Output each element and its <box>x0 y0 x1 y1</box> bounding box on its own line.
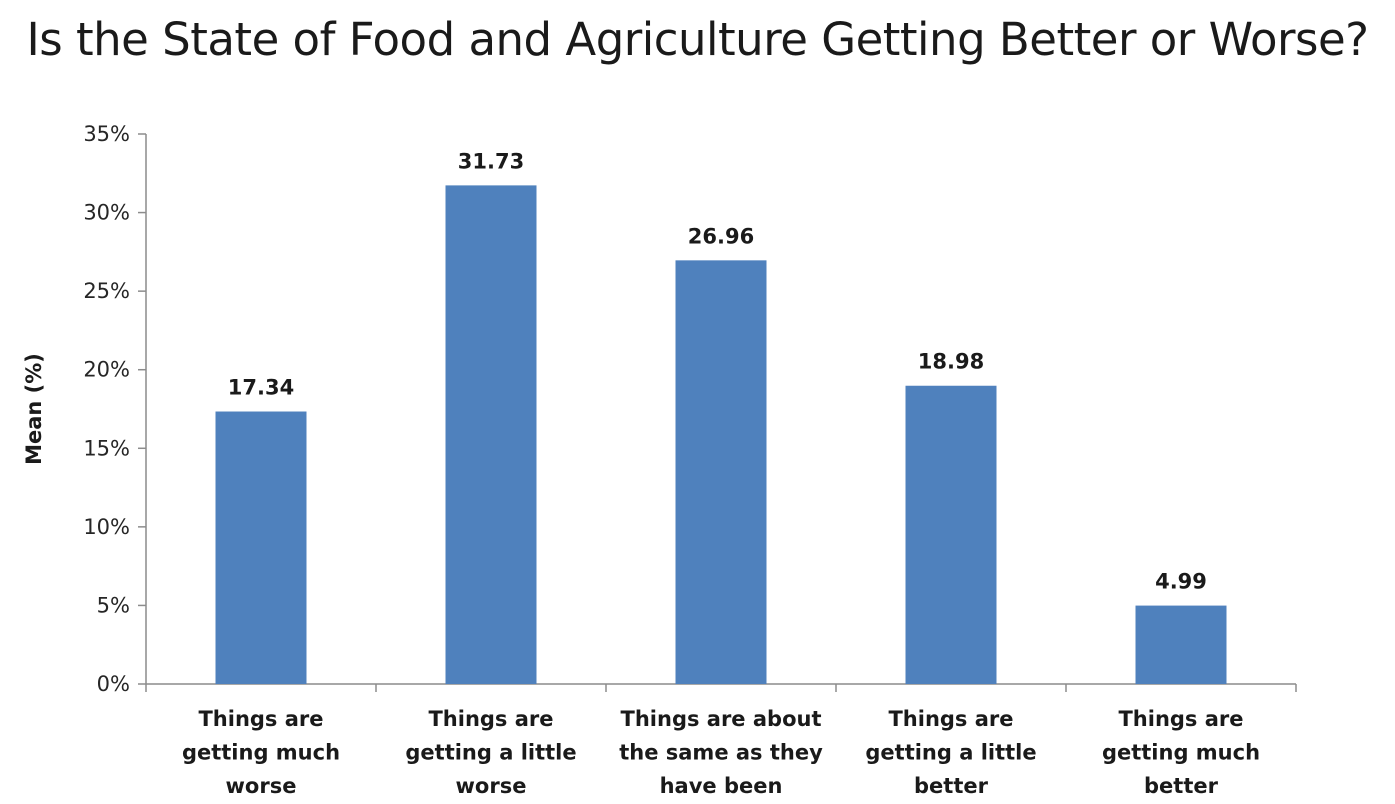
y-tick-label: 20% <box>83 358 130 382</box>
data-label: 17.34 <box>228 376 294 400</box>
category-label: Things are about the same as they have bee… <box>619 707 823 798</box>
data-label: 18.98 <box>918 350 984 374</box>
y-tick-label: 35% <box>83 122 130 146</box>
y-tick-label: 0% <box>97 672 130 696</box>
y-tick-label: 10% <box>83 515 130 539</box>
y-tick-label: 25% <box>83 279 130 303</box>
data-labels: 17.34 31.73 26.96 18.98 4.99 <box>228 149 1207 593</box>
bar <box>215 411 307 684</box>
category-label: Things are getting much better <box>1102 707 1260 798</box>
y-axis-title: Mean (%) <box>22 353 46 465</box>
bars <box>215 185 1227 684</box>
category-label: Things are getting a little better <box>865 707 1036 798</box>
bar <box>445 185 537 684</box>
bar <box>905 385 997 684</box>
bar <box>675 260 767 684</box>
y-tick-label: 30% <box>83 201 130 225</box>
y-axis: 0% 5% 10% 15% 20% 25% 30% 35% <box>83 122 147 696</box>
bar <box>1135 605 1227 684</box>
y-tick-label: 15% <box>83 436 130 460</box>
data-label: 26.96 <box>688 224 754 248</box>
category-label: Things are getting much worse <box>182 707 340 798</box>
data-label: 31.73 <box>458 149 524 173</box>
chart-title: Is the State of Food and Agriculture Get… <box>26 13 1369 66</box>
category-label: Things are getting a little worse <box>405 707 576 798</box>
category-labels: Things are getting much worse Things are get… <box>182 707 1260 798</box>
x-axis <box>145 683 1297 692</box>
y-tick-label: 5% <box>97 593 130 617</box>
data-label: 4.99 <box>1155 570 1207 594</box>
